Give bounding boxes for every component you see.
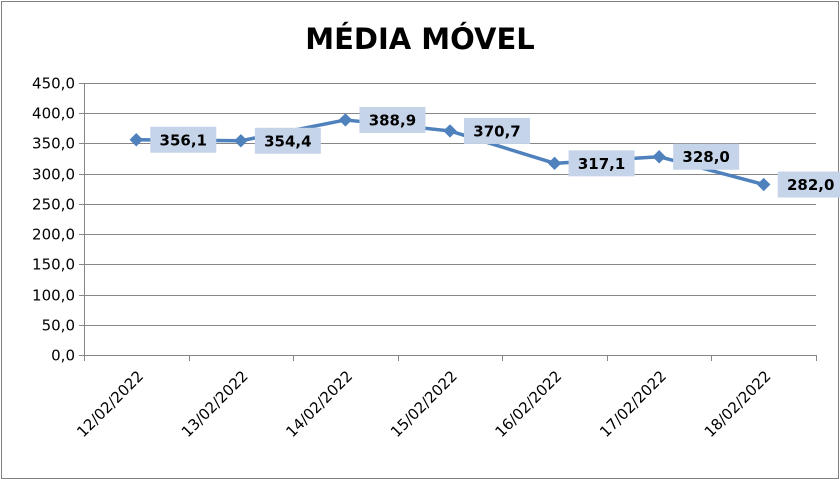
data-label: 328,0 — [682, 148, 729, 166]
data-label: 282,0 — [787, 176, 834, 194]
y-tick-label: 250,0 — [32, 196, 75, 214]
data-point-marker — [338, 113, 353, 127]
data-label-box — [568, 150, 635, 177]
y-tick-label: 400,0 — [32, 105, 75, 123]
y-tick-label: 350,0 — [32, 135, 75, 153]
chart-title: MÉDIA MÓVEL — [305, 22, 535, 56]
x-axis-ticks: 12/02/2022 13/02/2022 14/02/2022 15/02/2022… — [73, 355, 817, 441]
x-tick-label: 15/02/2022 — [387, 367, 461, 441]
data-label-box — [777, 171, 840, 198]
data-label: 356,1 — [160, 131, 207, 149]
axes — [84, 83, 816, 356]
data-label: 388,9 — [369, 111, 416, 129]
data-point-marker — [129, 133, 143, 147]
series-markers — [129, 113, 771, 192]
data-label-box — [464, 117, 530, 144]
data-point-marker — [757, 177, 771, 192]
data-label-box — [359, 106, 426, 133]
gridlines — [84, 83, 816, 326]
y-tick-label: 450,0 — [32, 75, 75, 93]
data-labels: 356,1 354,4 388,9 370,7 317,1 328,0 282,0 — [150, 106, 840, 198]
x-tick-label: 12/02/2022 — [73, 367, 147, 441]
data-point-marker — [547, 156, 562, 171]
x-tick-label: 17/02/2022 — [596, 367, 670, 441]
y-tick-label: 50,0 — [42, 317, 75, 335]
x-tick-label: 18/02/2022 — [701, 367, 775, 441]
x-tick-label: 16/02/2022 — [492, 367, 566, 441]
data-label: 317,1 — [578, 155, 625, 173]
data-label-box — [254, 127, 321, 154]
x-tick-label: 14/02/2022 — [282, 367, 356, 441]
data-label-box — [673, 143, 740, 170]
y-tick-label: 0,0 — [51, 347, 75, 365]
data-label: 354,4 — [264, 132, 311, 150]
y-tick-label: 300,0 — [32, 166, 75, 184]
y-axis-ticks: 0,0 50,0 100,0 150,0 200,0 250,0 300,0 350,0 400… — [32, 75, 84, 365]
data-point-marker — [443, 124, 457, 138]
data-label: 370,7 — [473, 122, 520, 140]
data-label-box — [150, 126, 217, 153]
data-point-marker — [652, 150, 666, 164]
y-tick-label: 150,0 — [32, 256, 75, 274]
y-tick-label: 200,0 — [32, 226, 75, 244]
y-tick-label: 100,0 — [32, 287, 75, 305]
x-tick-label: 13/02/2022 — [178, 367, 252, 441]
data-point-marker — [234, 134, 248, 148]
